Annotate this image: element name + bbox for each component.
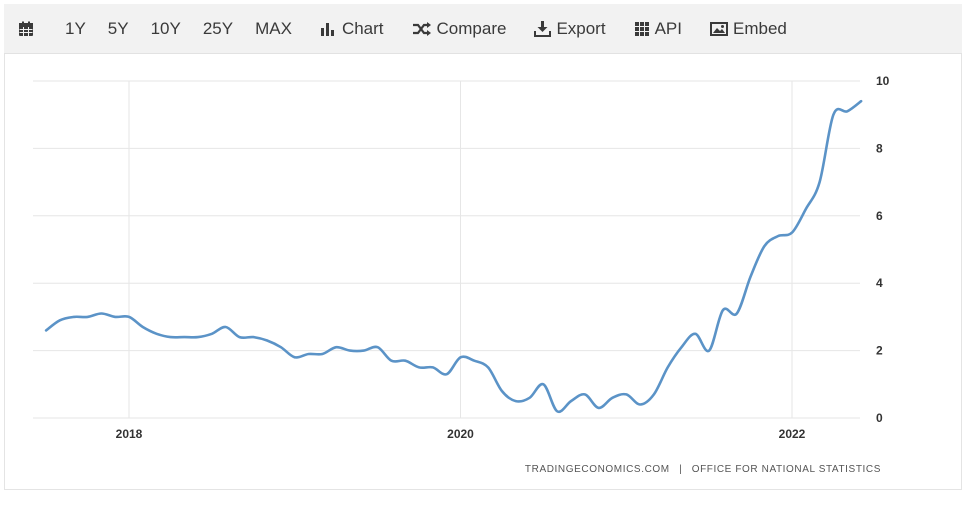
- series-line: [44, 99, 863, 414]
- range-5y-button[interactable]: 5Y: [107, 18, 129, 38]
- y-tick-label: 8: [876, 141, 883, 155]
- api-button[interactable]: API: [634, 4, 682, 53]
- image-icon: [709, 21, 728, 36]
- source-site: TRADINGECONOMICS.COM: [524, 464, 670, 475]
- export-button-label: Export: [556, 18, 606, 38]
- range-1y-button[interactable]: 1Y: [65, 18, 86, 38]
- y-tick-label: 6: [876, 209, 883, 223]
- compare-button[interactable]: Compare: [412, 4, 507, 53]
- shuffle-icon: [412, 21, 431, 36]
- download-icon: [534, 20, 552, 37]
- range-25y-button[interactable]: 25Y: [202, 18, 234, 38]
- range-max-button[interactable]: MAX: [255, 18, 292, 38]
- embed-button-label: Embed: [732, 18, 787, 38]
- embed-button[interactable]: Embed: [709, 4, 787, 53]
- export-button[interactable]: Export: [534, 4, 606, 53]
- y-tick-label: 0: [876, 411, 883, 425]
- x-tick-label: 2022: [779, 427, 806, 441]
- y-tick-label: 10: [876, 74, 890, 88]
- calendar-icon[interactable]: [18, 4, 39, 53]
- chart-frame: [4, 4, 962, 490]
- y-tick-label: 4: [876, 276, 883, 290]
- bar-chart-icon: [320, 22, 334, 36]
- grid-icon: [634, 21, 649, 36]
- source-provider: OFFICE FOR NATIONAL STATISTICS: [691, 464, 881, 475]
- chart-button-label: Chart: [341, 18, 384, 38]
- compare-button-label: Compare: [436, 18, 507, 38]
- chart-toolbar: 1Y 5Y 10Y 25Y MAX Chart Compare Export: [4, 4, 962, 54]
- source-attribution: TRADINGECONOMICS.COM | OFFICE FOR NATION…: [525, 464, 881, 475]
- api-button-label: API: [654, 18, 682, 38]
- source-separator: |: [679, 464, 683, 475]
- range-10y-button[interactable]: 10Y: [150, 18, 181, 38]
- x-tick-label: 2018: [116, 427, 143, 441]
- x-tick-label: 2020: [447, 427, 474, 441]
- chart-button[interactable]: Chart: [320, 4, 384, 53]
- y-tick-label: 2: [876, 344, 883, 358]
